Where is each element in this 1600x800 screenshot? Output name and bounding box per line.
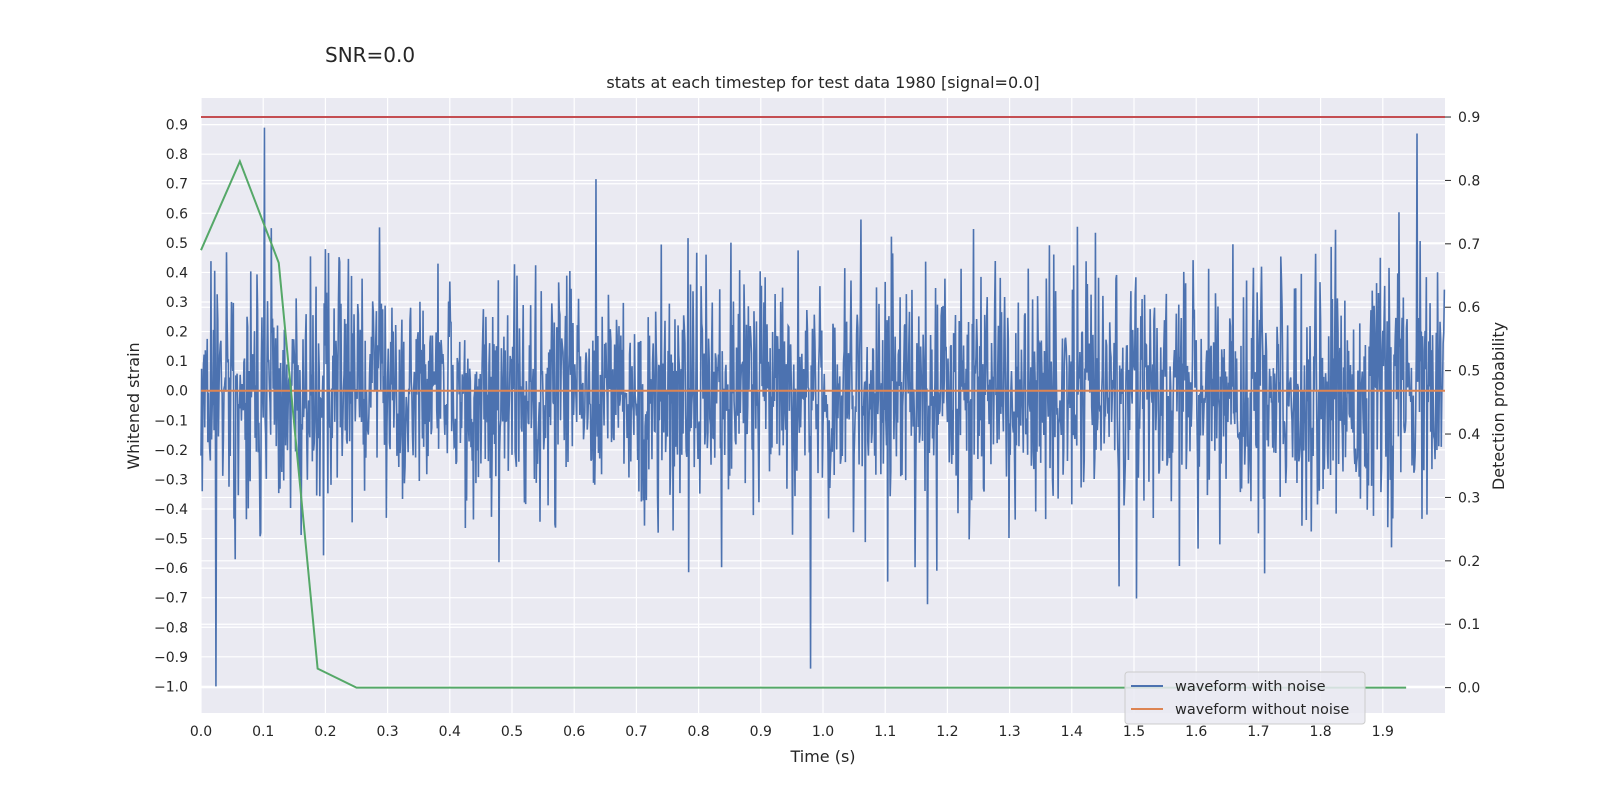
left-y-tick-label: −0.4 <box>154 502 188 518</box>
x-tick-label: 0.5 <box>501 724 523 740</box>
left-y-tick-label: 0.7 <box>166 177 188 193</box>
left-y-tick-label: −0.2 <box>154 443 188 459</box>
left-y-tick-label: 0.6 <box>166 206 188 222</box>
left-y-tick-label: −0.3 <box>154 472 188 488</box>
legend: waveform with noise waveform without noi… <box>1124 671 1366 725</box>
left-y-tick-label: −0.7 <box>154 591 188 607</box>
series-layer <box>200 116 1446 689</box>
left-y-tick-label: 0.8 <box>166 147 188 163</box>
left-y-tick-label: 0.1 <box>166 354 188 370</box>
left-y-tick-label: −0.1 <box>154 413 188 429</box>
right-y-tick-label: 0.6 <box>1458 300 1480 316</box>
left-y-tick-label: 0.0 <box>166 384 188 400</box>
x-tick-label: 0.8 <box>687 724 709 740</box>
left-y-tick-label: −0.9 <box>154 650 188 666</box>
x-tick-label: 0.4 <box>439 724 461 740</box>
x-tick-label: 0.2 <box>314 724 336 740</box>
legend-box <box>1124 671 1366 725</box>
left-y-tick-label: −1.0 <box>154 679 188 695</box>
left-y-tick-label: 0.9 <box>166 118 188 134</box>
x-tick-label: 0.9 <box>750 724 772 740</box>
chart-title: stats at each timestep for test data 198… <box>606 73 1039 92</box>
left-y-tick-label: 0.4 <box>166 265 188 281</box>
suptitle: SNR=0.0 <box>325 43 415 67</box>
x-tick-label: 1.2 <box>936 724 958 740</box>
right-y-tick-label: 0.9 <box>1458 110 1480 126</box>
x-tick-label: 1.7 <box>1247 724 1269 740</box>
x-tick-label: 1.4 <box>1061 724 1083 740</box>
x-tick-label: 1.8 <box>1309 724 1331 740</box>
right-y-tick-label: 0.7 <box>1458 237 1480 253</box>
right-y-ticks: 0.9 0.8 0.7 0.6 0.5 0.4 0.3 0.2 0.1 0.0 <box>1445 110 1480 697</box>
left-y-ticks: 0.9 0.8 0.7 0.6 0.5 0.4 0.3 0.2 0.1 0.0 −0.1 −0.2 −0… <box>154 118 188 696</box>
x-tick-label: 0.0 <box>190 724 212 740</box>
x-tick-label: 0.1 <box>252 724 274 740</box>
left-y-tick-label: 0.2 <box>166 325 188 341</box>
series-detection-probability <box>200 158 1407 689</box>
left-y-tick-label: 0.5 <box>166 236 188 252</box>
x-tick-label: 1.1 <box>874 724 896 740</box>
right-y-axis-label: Detection probability <box>1489 322 1508 490</box>
right-y-tick-label: 0.8 <box>1458 173 1480 189</box>
x-tick-label: 1.9 <box>1372 724 1394 740</box>
x-tick-label: 0.6 <box>563 724 585 740</box>
x-tick-label: 0.7 <box>625 724 647 740</box>
left-y-tick-label: −0.6 <box>154 561 188 577</box>
x-tick-label: 0.3 <box>376 724 398 740</box>
right-y-tick-label: 0.3 <box>1458 490 1480 506</box>
x-tick-label: 1.5 <box>1123 724 1145 740</box>
right-y-tick-label: 0.4 <box>1458 427 1480 443</box>
right-y-tick-label: 0.1 <box>1458 617 1480 633</box>
left-y-tick-label: 0.3 <box>166 295 188 311</box>
right-y-tick-label: 0.2 <box>1458 554 1480 570</box>
gridlines <box>200 98 1445 713</box>
x-ticks: 0.0 0.1 0.2 0.3 0.4 0.5 0.6 0.7 0.8 0.9 1.0 1.1 1.2 1… <box>190 724 1394 740</box>
right-y-tick-label: 0.5 <box>1458 364 1480 380</box>
left-y-tick-label: −0.5 <box>154 532 188 548</box>
x-tick-label: 1.0 <box>812 724 834 740</box>
legend-label-no-noise: waveform without noise <box>1175 702 1349 718</box>
left-y-tick-label: −0.8 <box>154 620 188 636</box>
series-waveform-with-noise <box>200 127 1446 687</box>
x-tick-label: 1.3 <box>998 724 1020 740</box>
legend-label-noise: waveform with noise <box>1175 679 1326 695</box>
right-y-tick-label: 0.0 <box>1458 681 1480 697</box>
x-tick-label: 1.6 <box>1185 724 1207 740</box>
left-y-axis-label: Whitened strain <box>124 342 143 469</box>
x-axis-label: Time (s) <box>789 747 855 766</box>
